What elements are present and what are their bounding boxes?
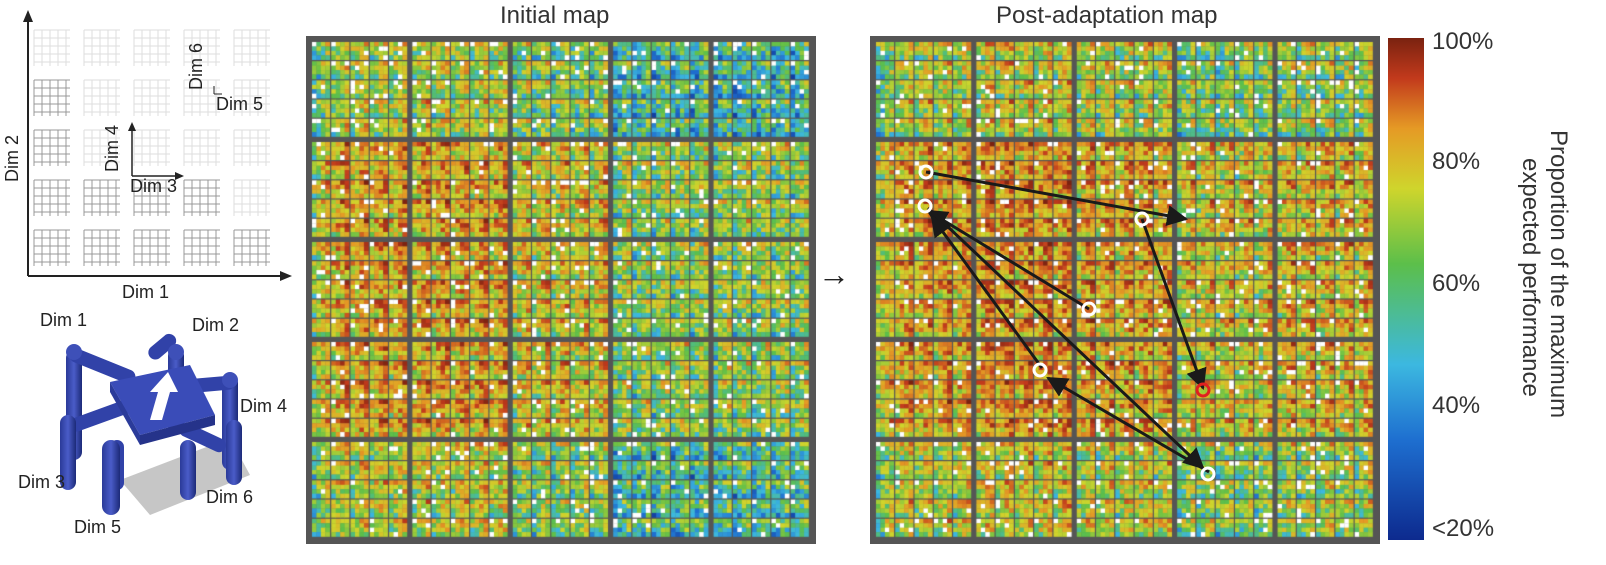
schematic-dim6-label: Dim 6	[186, 42, 206, 90]
robot-dim6-label: Dim 6	[206, 487, 254, 507]
initial-map	[306, 36, 816, 544]
hexapod-robot: Dim 1 Dim 2 Dim 4 Dim 3 Dim 6 Dim 5	[0, 310, 300, 560]
robot-drawing	[60, 333, 250, 515]
colorbar-tick-40: 40%	[1432, 392, 1481, 419]
transition-arrow: →	[818, 256, 850, 292]
robot-dim5-label: Dim 5	[74, 517, 122, 537]
post-adaptation-map	[870, 36, 1380, 544]
colorbar-label-line2: expected performance	[1517, 158, 1544, 397]
post-map-canvas	[870, 36, 1380, 544]
robot-dim2-label: Dim 2	[192, 315, 240, 335]
adaptation-path	[917, 164, 1216, 482]
robot-dim3-label: Dim 3	[18, 472, 66, 492]
schematic-dim1-label: Dim 1	[122, 282, 170, 302]
initial-map-canvas	[306, 36, 816, 544]
schematic-grid	[23, 10, 292, 281]
schematic-dim3-label: Dim 3	[130, 176, 178, 196]
schematic-dim5-label: Dim 5	[216, 94, 264, 114]
post-map-title: Post-adaptation map	[996, 2, 1218, 29]
initial-map-title: Initial map	[500, 2, 610, 29]
schematic-dim4-label: Dim 4	[102, 124, 122, 172]
dimension-schematic: Dim 1 Dim 2 Dim 3 Dim 4 Dim 5 Dim 6	[0, 0, 300, 310]
colorbar-tick-80: 80%	[1432, 148, 1481, 175]
colorbar-tick-60: 60%	[1432, 270, 1481, 297]
colorbar-tick-100: 100%	[1432, 28, 1494, 55]
colorbar-label-line1: Proportion of the maximum	[1545, 130, 1572, 419]
colorbar	[1388, 38, 1424, 540]
colorbar-tick-20: <20%	[1432, 515, 1495, 542]
robot-dim1-label: Dim 1	[40, 310, 88, 330]
schematic-dim2-label: Dim 2	[2, 134, 22, 182]
robot-dim4-label: Dim 4	[240, 396, 288, 416]
